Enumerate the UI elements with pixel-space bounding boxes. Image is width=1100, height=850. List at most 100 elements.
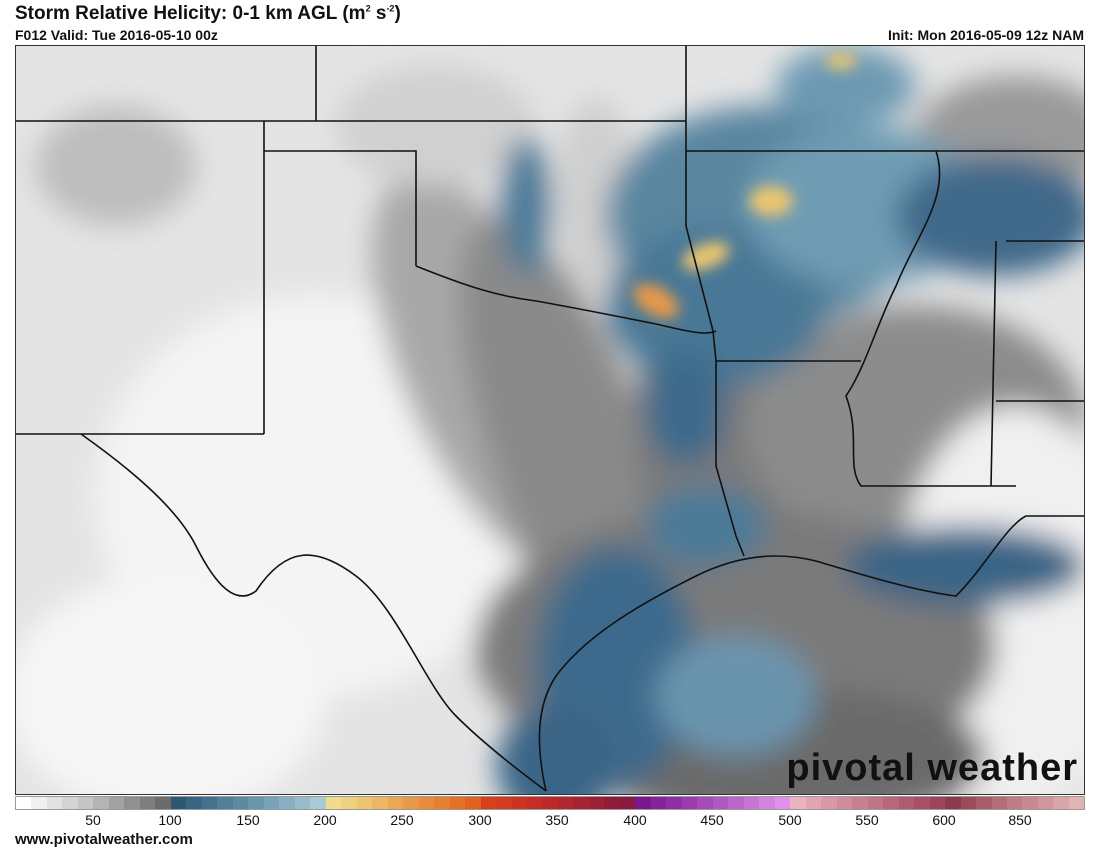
state-border	[715, 361, 745, 557]
helicity-contour	[336, 66, 536, 186]
colorbar-tick-label: 550	[855, 812, 879, 828]
colorbar-swatch	[867, 797, 884, 809]
title-mid: s	[370, 3, 387, 24]
colorbar-tick-label: 500	[778, 812, 802, 828]
colorbar-swatch	[434, 797, 450, 809]
colorbar-swatch	[16, 797, 32, 809]
colorbar-swatch	[1007, 797, 1023, 809]
colorbar-swatch	[743, 797, 760, 809]
colorbar-swatch	[526, 797, 543, 809]
init-time: Init: Mon 2016-05-09 12z NAM	[887, 27, 1084, 43]
colorbar-tick-label: 450	[700, 812, 724, 828]
colorbar-swatch	[573, 797, 589, 809]
title-end: )	[394, 3, 401, 24]
helicity-contour	[16, 576, 326, 794]
title-sup1: 2	[365, 3, 371, 14]
helicity-contour	[496, 706, 616, 794]
colorbar-swatch	[650, 797, 667, 809]
helicity-contour	[646, 346, 726, 466]
colorbar-swatch	[403, 797, 419, 809]
colorbar-tick-label: 150	[236, 812, 260, 828]
colorbar-swatch	[341, 797, 357, 809]
colorbar-swatch	[697, 797, 713, 809]
colorbar-swatch	[557, 797, 574, 809]
colorbar-swatch	[77, 797, 94, 809]
colorbar-swatch	[542, 797, 558, 809]
colorbar-swatch	[929, 797, 946, 809]
state-border	[80, 433, 547, 792]
state-border	[415, 265, 717, 334]
helicity-contour	[656, 636, 816, 756]
colorbar-swatch	[465, 797, 481, 809]
colorbar-swatch	[201, 797, 218, 809]
colorbar-swatch	[232, 797, 249, 809]
helicity-contour	[36, 106, 196, 226]
title-text: Storm Relative Helicity: 0-1 km AGL (m	[15, 3, 366, 24]
colorbar-swatch	[170, 797, 187, 809]
colorbar-swatch	[480, 797, 497, 809]
colorbar-swatch	[898, 797, 915, 809]
helicity-contour	[682, 241, 730, 271]
colorbar-tick-label: 100	[158, 812, 182, 828]
chart-title: Storm Relative Helicity: 0-1 km AGL (m2 …	[15, 3, 401, 25]
colorbar-swatch	[914, 797, 930, 809]
site-url[interactable]: www.pivotalweather.com	[15, 831, 193, 848]
pivotal-weather-logo: pivotal weather	[786, 747, 1078, 789]
colorbar-swatch	[356, 797, 373, 809]
colorbar-swatch	[186, 797, 202, 809]
helicity-contour	[825, 53, 857, 69]
valid-time: F012 Valid: Tue 2016-05-10 00z	[15, 27, 218, 43]
colorbar-tick-label: 300	[468, 812, 492, 828]
colorbar-swatch	[1022, 797, 1038, 809]
colorbar-ticks: 50 100 150 200 250 300 350 400 450 500 550 600 850	[0, 812, 1100, 830]
helicity-contour	[776, 46, 916, 126]
colorbar-swatch	[619, 797, 636, 809]
colorbar-swatch	[310, 797, 326, 809]
colorbar-swatch	[263, 797, 280, 809]
colorbar-swatch	[1053, 797, 1069, 809]
colorbar-swatch	[836, 797, 853, 809]
helicity-contour	[896, 156, 1084, 276]
colorbar-tick-label: 350	[545, 812, 569, 828]
colorbar-swatch	[31, 797, 47, 809]
colorbar-swatch	[62, 797, 78, 809]
colorbar-swatch	[790, 797, 806, 809]
colorbar-swatch	[604, 797, 620, 809]
colorbar-swatch	[511, 797, 527, 809]
colorbar-swatch	[635, 797, 651, 809]
helicity-contour	[606, 226, 826, 386]
colorbar-swatch	[155, 797, 171, 809]
colorbar	[15, 796, 1085, 810]
colorbar-tick-label: 200	[313, 812, 337, 828]
colorbar-swatch	[294, 797, 311, 809]
colorbar-swatch	[217, 797, 233, 809]
colorbar-swatch	[821, 797, 837, 809]
colorbar-swatch	[108, 797, 125, 809]
colorbar-swatch	[774, 797, 791, 809]
colorbar-swatch	[325, 797, 342, 809]
colorbar-swatch	[496, 797, 512, 809]
colorbar-swatch	[279, 797, 295, 809]
colorbar-swatch	[883, 797, 899, 809]
colorbar-swatch	[372, 797, 388, 809]
state-border	[685, 46, 714, 332]
state-border	[990, 240, 997, 487]
title-sup2: -2	[386, 3, 395, 14]
colorbar-swatch	[46, 797, 63, 809]
colorbar-swatch	[728, 797, 744, 809]
colorbar-swatch	[1037, 797, 1054, 809]
helicity-contour	[749, 186, 793, 216]
state-border	[264, 150, 417, 266]
colorbar-swatch	[449, 797, 466, 809]
colorbar-swatch	[681, 797, 698, 809]
colorbar-swatch	[945, 797, 961, 809]
state-border	[845, 150, 1016, 487]
helicity-contour	[646, 486, 766, 566]
colorbar-swatch	[976, 797, 992, 809]
colorbar-swatch	[759, 797, 775, 809]
helicity-contour	[633, 283, 679, 319]
colorbar-swatch	[1068, 797, 1085, 809]
colorbar-swatch	[588, 797, 605, 809]
colorbar-swatch	[124, 797, 140, 809]
colorbar-swatch	[991, 797, 1007, 809]
